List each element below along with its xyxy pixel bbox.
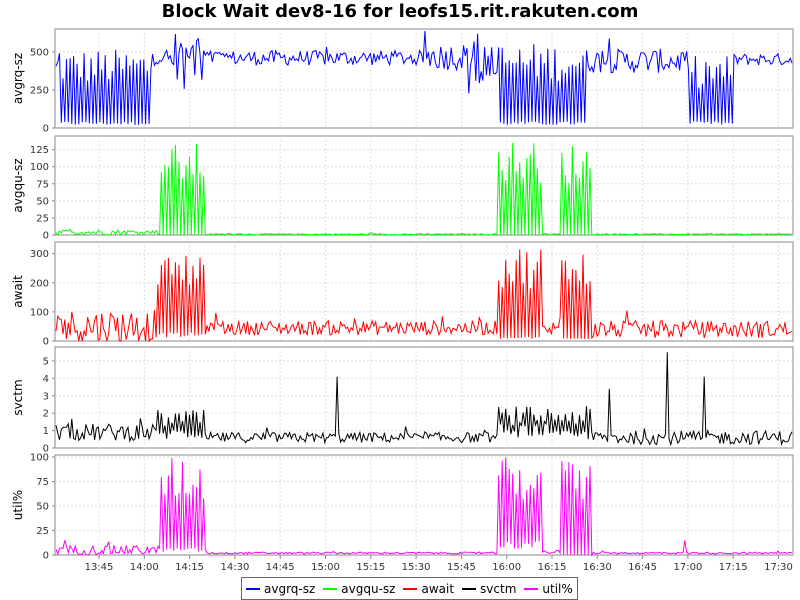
ytick-label: 25 [36,213,49,224]
ytick-label: 0 [43,551,49,562]
legend-item-svctm: svctm [462,582,516,596]
ylabel-svctm: svctm [11,379,25,415]
ytick-label: 0 [43,231,49,242]
xtick-label: 17:00 [673,562,702,573]
ylabel-await: await [11,275,25,308]
legend-item-avgrq-sz: avgrq-sz [246,582,315,596]
ytick-label: 5 [43,356,49,367]
ylabel-avgqu-sz: avgqu-sz [11,158,25,212]
xtick-label: 14:30 [220,562,249,573]
legend-label: avgqu-sz [341,581,396,596]
xtick-label: 17:15 [719,562,748,573]
ytick-label: 250 [30,85,49,96]
series-line-svctm [55,352,793,447]
legend-item-util%: util% [524,581,573,596]
xtick-label: 15:30 [402,562,431,573]
xtick-label: 15:00 [311,562,340,573]
ytick-label: 50 [36,196,49,207]
ytick-label: 50 [36,501,49,512]
xtick-label: 16:45 [628,562,657,573]
ytick-label: 25 [36,526,49,537]
ytick-label: 300 [30,249,49,260]
plot-area-svctm [54,346,794,449]
series-line-await [55,249,793,343]
chart-legend: avgrq-sz avgqu-sz await svctm util% [241,577,578,600]
legend-label: util% [542,581,573,596]
xtick-label: 16:15 [538,562,567,573]
ytick-label: 75 [36,477,49,488]
xtick-label: 13:45 [85,562,114,573]
legend-item-avgqu-sz: avgqu-sz [323,582,395,596]
ytick-label: 0 [43,444,49,455]
ytick-label: 100 [30,307,49,318]
ytick-label: 4 [43,374,49,385]
legend-label: await [421,581,455,596]
xtick-label: 17:30 [764,562,793,573]
ytick-label: 100 [30,162,49,173]
legend-swatch [403,587,418,590]
ytick-label: 0 [43,337,49,348]
ytick-label: 500 [30,47,49,58]
ytick-label: 2 [43,409,49,420]
xtick-label: 14:15 [175,562,204,573]
ytick-label: 3 [43,391,49,402]
legend-item-await: await [403,582,454,596]
xtick-label: 14:45 [266,562,295,573]
ytick-label: 100 [30,452,49,463]
ylabel-util%: util% [11,490,25,520]
series-line-avgrq-sz [55,30,793,125]
plot-area-avgrq-sz [54,28,794,129]
xtick-label: 15:15 [356,562,385,573]
xtick-label: 15:45 [447,562,476,573]
ytick-label: 75 [36,179,49,190]
series-line-avgqu-sz [55,142,793,237]
legend-swatch [323,587,338,590]
series-line-util% [55,457,793,557]
ytick-label: 0 [43,124,49,135]
legend-label: avgrq-sz [264,581,316,596]
ytick-label: 1 [43,426,49,437]
ylabel-avgrq-sz: avgrq-sz [11,53,25,104]
xtick-label: 14:00 [130,562,159,573]
legend-swatch [462,587,477,590]
chart-title: Block Wait dev8-16 for leofs15.rit.rakut… [161,1,639,22]
legend-label: svctm [480,581,517,596]
legend-swatch [246,587,260,590]
ytick-label: 200 [30,278,49,289]
xtick-label: 16:30 [583,562,612,573]
xtick-label: 16:00 [492,562,521,573]
legend-swatch [524,587,539,590]
ytick-label: 125 [30,145,49,156]
